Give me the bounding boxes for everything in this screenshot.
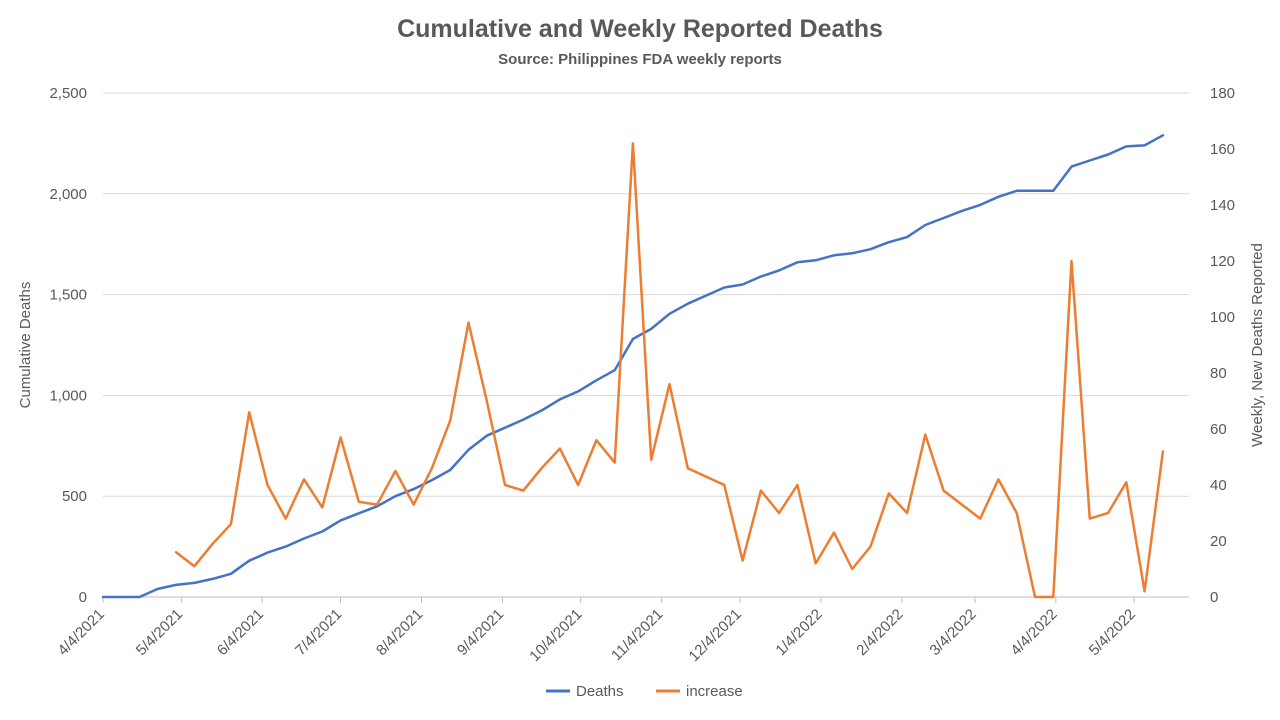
y-tick-label: 500 <box>62 488 87 505</box>
y2-tick-label: 140 <box>1210 197 1235 214</box>
y-tick-label: 2,500 <box>49 85 87 102</box>
y-axis-title: Cumulative Deaths <box>17 282 34 409</box>
gridlines <box>103 92 1189 497</box>
chart-subtitle: Source: Philippines FDA weekly reports <box>498 51 782 68</box>
axes: 0 500 1,000 1,500 2,000 2,500 0 20 40 60 80 100 120 1… <box>49 85 1235 665</box>
legend: Deaths increase <box>546 683 743 700</box>
y2-tick-label: 80 <box>1210 365 1227 382</box>
y2-axis-title: Weekly, New Deaths Reported <box>1249 243 1266 447</box>
x-tick-label: 7/4/2021 <box>292 606 345 659</box>
x-tick-label: 12/4/2021 <box>686 606 745 665</box>
y2-tick-label: 100 <box>1210 309 1235 326</box>
x-tick-label: 4/4/2021 <box>55 606 108 659</box>
chart-title: Cumulative and Weekly Reported Deaths <box>397 15 883 43</box>
series-line-deaths <box>101 134 1165 599</box>
y-tick-label: 0 <box>79 589 87 606</box>
x-tick-label: 4/4/2022 <box>1007 606 1060 659</box>
x-tick-label: 8/4/2021 <box>373 606 426 659</box>
legend-label-deaths: Deaths <box>576 683 624 700</box>
x-tick-label: 11/4/2021 <box>608 606 666 664</box>
y2-tick-label: 40 <box>1210 477 1227 494</box>
y2-tick-label: 60 <box>1210 421 1227 438</box>
series-line-increase <box>174 142 1165 599</box>
y-tick-label: 1,000 <box>49 387 87 404</box>
x-tick-label: 2/4/2022 <box>853 606 906 659</box>
y2-tick-label: 160 <box>1210 141 1235 158</box>
x-tick-label: 3/4/2022 <box>926 606 979 659</box>
x-tick-label: 1/4/2022 <box>772 606 825 659</box>
y2-tick-label: 0 <box>1210 589 1218 606</box>
series-lines <box>101 134 1165 599</box>
y2-tick-label: 180 <box>1210 85 1235 102</box>
x-tick-label: 9/4/2021 <box>454 606 507 659</box>
x-tick-label: 6/4/2021 <box>214 606 267 659</box>
x-tick-label: 5/4/2021 <box>133 606 186 659</box>
y-tick-label: 1,500 <box>49 287 87 304</box>
legend-label-increase: increase <box>686 683 743 700</box>
y-tick-label: 2,000 <box>49 186 87 203</box>
x-tick-label: 5/4/2022 <box>1086 606 1139 659</box>
y2-tick-label: 120 <box>1210 253 1235 270</box>
x-tick-label: 10/4/2021 <box>526 606 585 665</box>
y2-tick-label: 20 <box>1210 533 1227 550</box>
